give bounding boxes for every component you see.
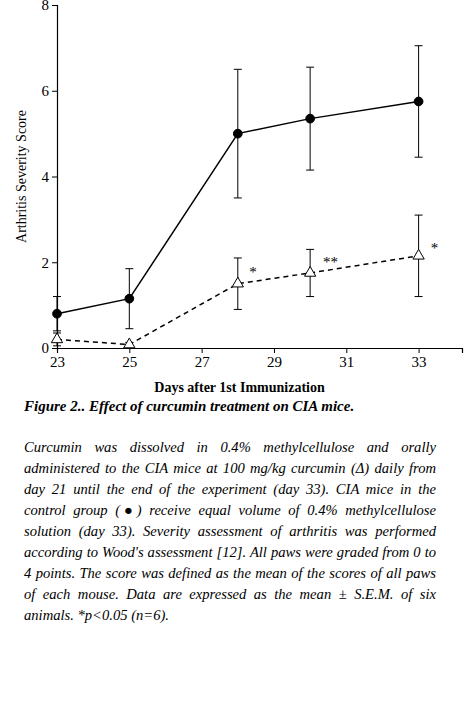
marker [125,294,134,303]
tick-label: 2 [42,255,50,271]
error-cap [306,170,314,171]
error-cap [415,296,423,297]
x-axis-title: Days after 1st Immunization [154,380,325,395]
tick: 29 [267,348,282,370]
significance-mark: * [431,240,439,256]
error-cap [125,328,133,329]
error-bar [234,69,242,198]
significance-mark: * [249,264,257,280]
series-line [57,101,419,313]
error-cap [415,157,423,158]
caption-text: Curcumin was dissolved in 0.4% methylcel… [24,437,436,626]
tick: 31 [339,348,354,370]
tick-label: 0 [42,340,50,356]
tick-mark [52,5,57,6]
tick-mark [52,91,57,92]
tick: 6 [42,83,58,99]
tick-mark [52,348,57,349]
error-cap [306,67,314,68]
error-cap [306,296,314,297]
error-bar [53,297,61,331]
tick-mark [419,348,420,353]
tick-mark [129,348,130,353]
tick: 23 [50,348,65,370]
tick-label: 29 [267,354,282,370]
marker [413,249,424,259]
tick-label: 6 [42,83,50,99]
tick-mark [52,177,57,178]
error-bar [306,67,314,170]
series-line [57,256,419,345]
error-cap [306,249,314,250]
tick: 2 [42,255,58,271]
error-cap [234,197,242,198]
error-bar [125,269,133,329]
marker [304,266,315,276]
tick-mark [346,348,347,353]
error-cap [234,309,242,310]
error-cap [234,69,242,70]
tick: 25 [122,348,137,370]
tick-mark [202,348,203,353]
tick: 33 [412,348,427,370]
marker [414,97,423,106]
tick-label: 31 [339,354,354,370]
marker [233,129,242,138]
y-axis: 0 2 4 6 8 [42,0,58,356]
y-axis-title: Arthritis Severity Score [14,110,29,243]
error-cap [53,330,61,331]
tick: 8 [42,0,58,13]
error-cap [415,45,423,46]
axis-line [58,349,463,354]
tick-mark [274,348,275,353]
caption-title: Figure 2.. Effect of curcumin treatment … [24,398,444,415]
tick-mark [52,262,57,263]
tick-label: 25 [122,354,137,370]
tick: 4 [42,169,58,185]
error-cap [53,345,61,346]
tick-label: 23 [50,354,65,370]
marker [51,333,62,343]
error-cap [125,268,133,269]
chart: 23 25 27 29 31 33 0 2 4 6 8 Days after 1st Immuniza… [0,0,465,400]
marker [306,114,315,123]
marker [124,338,135,348]
tick-label: 33 [412,354,427,370]
tick-label: 8 [42,0,50,13]
plot-area [51,46,424,348]
error-cap [53,296,61,297]
tick-label: 27 [195,354,211,370]
error-cap [415,215,423,216]
error-cap [234,257,242,258]
error-bar [415,46,423,157]
tick-label: 4 [42,169,50,185]
x-axis: 23 25 27 29 31 33 [50,348,463,370]
marker [232,277,243,287]
tick: 27 [195,348,211,370]
significance-mark: ** [323,254,338,270]
marker [53,309,62,318]
